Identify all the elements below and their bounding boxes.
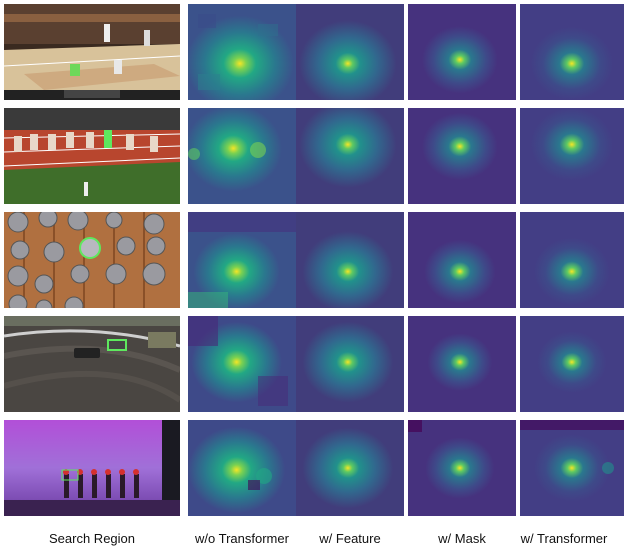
heatmap-wo-transformer-5 <box>188 420 296 516</box>
results-grid <box>4 4 624 516</box>
column-label-w-feature: w/ Feature <box>319 531 381 546</box>
heatmap-w-feature-5 <box>296 420 404 516</box>
column-label-wo-transformer: w/o Transformer <box>195 531 289 546</box>
heatmap-w-mask-3 <box>408 212 516 308</box>
heatmap-wo-transformer-2 <box>188 108 296 204</box>
column-label-search-region: Search Region <box>49 531 135 546</box>
heatmap-w-feature-4 <box>296 316 404 412</box>
heatmap-w-mask-5 <box>408 420 516 516</box>
heatmap-w-mask-2 <box>408 108 516 204</box>
heatmap-wo-transformer-4 <box>188 316 296 412</box>
heatmap-wo-transformer-3 <box>188 212 296 308</box>
heatmap-w-transformer-1 <box>520 4 624 100</box>
column-label-w-mask: w/ Mask <box>438 531 486 546</box>
heatmap-w-transformer-2 <box>520 108 624 204</box>
heatmap-w-feature-2 <box>296 108 404 204</box>
heatmap-wo-transformer-1 <box>188 4 296 100</box>
search-region-running-track <box>4 108 180 204</box>
search-region-basketball <box>4 4 180 100</box>
search-region-dirt-track <box>4 316 180 412</box>
heatmap-w-transformer-3 <box>520 212 624 308</box>
heatmap-w-transformer-4 <box>520 316 624 412</box>
heatmap-w-feature-1 <box>296 4 404 100</box>
heatmap-w-mask-1 <box>408 4 516 100</box>
heatmap-w-transformer-5 <box>520 420 624 516</box>
heatmap-w-mask-4 <box>408 316 516 412</box>
search-region-coins <box>4 212 180 308</box>
column-label-w-transformer: w/ Transformer <box>520 531 608 546</box>
heatmap-w-feature-3 <box>296 212 404 308</box>
search-region-dancers <box>4 420 180 516</box>
